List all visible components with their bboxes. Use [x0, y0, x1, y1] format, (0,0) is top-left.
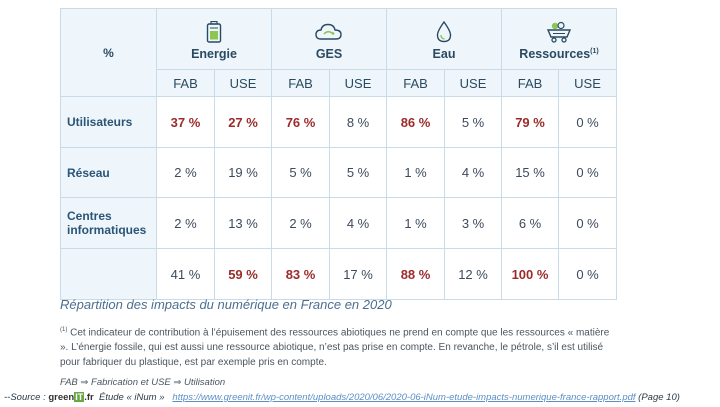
group-label-ressources: Ressources(1) [502, 47, 616, 69]
table-cell: 1 % [386, 197, 446, 249]
water-drop-icon [436, 21, 452, 43]
table-cell: 3 % [444, 197, 503, 249]
group-label-ressources-text: Ressources [519, 47, 591, 61]
table-cell: 76 % [271, 96, 331, 148]
group-header-ges: GES [271, 8, 388, 70]
battery-icon [206, 21, 222, 43]
subheader-fab: FAB [386, 69, 446, 97]
table-cell: 2 % [156, 147, 215, 198]
table-caption: Répartition des impacts du numérique en … [60, 297, 392, 312]
header-row-groups: % Energie GES [60, 8, 618, 97]
table-row-centres-informatiques: Centres informatiques 2 % 13 % 2 % 4 % 1… [60, 197, 618, 249]
table-cell: 2 % [156, 197, 215, 249]
group-header-eau: Eau [386, 8, 503, 70]
table-cell: 2 % [271, 197, 331, 249]
row-label: Utilisateurs [60, 96, 157, 148]
logo-green: green [48, 392, 75, 403]
group-label-energie: Energie [191, 47, 237, 61]
mining-cart-icon [546, 21, 572, 43]
impacts-table: % Energie GES [60, 8, 618, 300]
table-row-total: 41 % 59 % 83 % 17 % 88 % 12 % 100 % 0 % [60, 248, 618, 300]
study-name: Étude « iNum » [99, 392, 165, 403]
table-cell: 0 % [558, 96, 618, 148]
table-cell: 12 % [444, 248, 503, 300]
subheader-fab: FAB [156, 69, 215, 97]
table-cell: 0 % [558, 197, 618, 249]
table-row-utilisateurs: Utilisateurs 37 % 27 % 76 % 8 % 86 % 5 %… [60, 96, 618, 148]
table-cell: 37 % [156, 96, 215, 148]
subheader-fab: FAB [271, 69, 331, 97]
row-label-total [60, 248, 157, 300]
corner-header: % [60, 8, 157, 97]
footnote-marker: (1) [60, 327, 68, 333]
table-cell: 59 % [213, 248, 273, 300]
footnote: (1) Cet indicateur de contribution à l’é… [60, 323, 620, 370]
source-line: --Source : greenIT.fr Étude « iNum » htt… [4, 392, 680, 403]
subheader-fab: FAB [501, 69, 560, 97]
table-cell: 0 % [558, 248, 618, 300]
table-cell: 0 % [558, 147, 618, 198]
subheader-use: USE [213, 69, 273, 97]
logo-it: IT [74, 392, 85, 402]
header-row-sub: FAB USE FAB USE FAB USE FAB USE [61, 69, 618, 97]
subheader-use: USE [329, 69, 388, 97]
table-cell: 88 % [386, 248, 446, 300]
group-label-ges: GES [315, 47, 343, 61]
greenit-logo: greenIT.fr [48, 392, 94, 403]
group-header-energie: Energie [155, 8, 273, 70]
group-header-ressources: Ressources(1) [501, 8, 618, 70]
logo-fr: .fr [84, 392, 94, 403]
table-cell: 6 % [501, 197, 560, 249]
cloud-icon [315, 23, 342, 40]
table-cell: 1 % [386, 147, 446, 198]
table-cell: 5 % [444, 96, 503, 148]
footnote-text: Cet indicateur de contribution à l’épuis… [60, 327, 610, 369]
table-cell: 79 % [501, 96, 560, 148]
table-cell: 13 % [213, 197, 273, 249]
table-cell: 8 % [329, 96, 388, 148]
table-cell: 5 % [271, 147, 331, 198]
table-cell: 41 % [156, 248, 215, 300]
table-cell: 17 % [329, 248, 388, 300]
source-prefix: --Source : [4, 392, 49, 403]
source-link[interactable]: https://www.greenit.fr/wp-content/upload… [172, 392, 636, 403]
table-cell: 4 % [444, 147, 503, 198]
table-row-reseau: Réseau 2 % 19 % 5 % 5 % 1 % 4 % 15 % 0 % [60, 147, 618, 198]
impacts-table-container: % Energie GES [60, 8, 618, 300]
subheader-use: USE [444, 69, 503, 97]
table-cell: 86 % [386, 96, 446, 148]
table-cell: 100 % [501, 248, 560, 300]
subheader-use: USE [558, 69, 618, 97]
row-label: Réseau [60, 147, 157, 198]
footnote-ref-1: (1) [590, 47, 599, 55]
group-label-eau: Eau [432, 47, 456, 61]
row-label: Centres informatiques [60, 197, 157, 249]
table-cell: 5 % [329, 147, 388, 198]
table-cell: 19 % [213, 147, 273, 198]
table-cell: 27 % [213, 96, 273, 148]
table-cell: 83 % [271, 248, 331, 300]
page-reference: (Page 10) [638, 392, 680, 403]
abbreviation-legend: FAB ⇒ Fabrication et USE ⇒ Utilisation [60, 377, 226, 388]
table-cell: 15 % [501, 147, 560, 198]
table-cell: 4 % [329, 197, 388, 249]
